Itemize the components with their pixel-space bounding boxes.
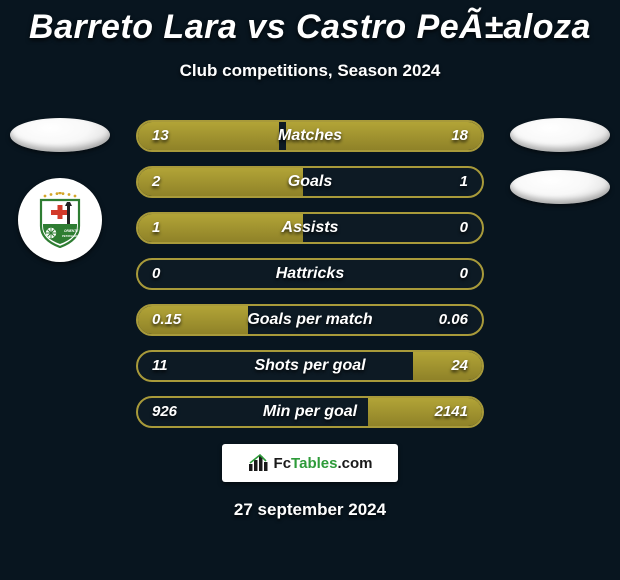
player-right-placeholder-2 bbox=[510, 170, 610, 204]
stat-value-left: 11 bbox=[152, 352, 168, 380]
stat-value-right: 1 bbox=[460, 168, 468, 196]
stat-row: 0.15 Goals per match 0.06 bbox=[136, 304, 484, 336]
fctables-link[interactable]: FcTables.com bbox=[222, 444, 398, 482]
stat-bar-right bbox=[413, 352, 482, 380]
stat-value-left: 1 bbox=[152, 214, 160, 242]
bars-icon bbox=[248, 454, 270, 472]
stat-value-right: 2141 bbox=[435, 398, 468, 426]
player-left-placeholder bbox=[10, 118, 110, 152]
stat-value-right: 18 bbox=[451, 122, 468, 150]
stat-row: 2 Goals 1 bbox=[136, 166, 484, 198]
stat-value-left: 0.15 bbox=[152, 306, 181, 334]
stat-label: Hattricks bbox=[138, 260, 482, 288]
svg-text:PETROLERO: PETROLERO bbox=[62, 234, 80, 238]
stats-table: 13 Matches 18 2 Goals 1 1 Assists 0 0 Ha… bbox=[136, 120, 484, 442]
stat-value-left: 2 bbox=[152, 168, 160, 196]
stat-row: 1 Assists 0 bbox=[136, 212, 484, 244]
club-badge: ORIENTE PETROLERO bbox=[18, 178, 102, 262]
stat-value-right: 24 bbox=[451, 352, 468, 380]
brand-tables: Tables bbox=[291, 455, 337, 472]
stat-value-left: 13 bbox=[152, 122, 169, 150]
date: 27 september 2024 bbox=[0, 500, 620, 520]
page-title: Barreto Lara vs Castro PeÃ±aloza bbox=[0, 0, 620, 47]
stat-value-right: 0 bbox=[460, 214, 468, 242]
stat-bar-left bbox=[138, 168, 303, 196]
subtitle: Club competitions, Season 2024 bbox=[0, 61, 620, 81]
stat-value-right: 0.06 bbox=[439, 306, 468, 334]
brand-com: .com bbox=[337, 455, 372, 472]
stat-row: 13 Matches 18 bbox=[136, 120, 484, 152]
stat-bar-left bbox=[138, 214, 303, 242]
svg-text:ORIENTE: ORIENTE bbox=[64, 229, 79, 233]
shield-icon: ORIENTE PETROLERO bbox=[37, 192, 83, 248]
stat-row: 0 Hattricks 0 bbox=[136, 258, 484, 290]
brand-text: FcTables.com bbox=[274, 455, 373, 472]
player-right-placeholder-1 bbox=[510, 118, 610, 152]
stat-row: 926 Min per goal 2141 bbox=[136, 396, 484, 428]
stat-row: 11 Shots per goal 24 bbox=[136, 350, 484, 382]
stat-value-right: 0 bbox=[460, 260, 468, 288]
brand-fc: Fc bbox=[274, 455, 292, 472]
stat-value-left: 926 bbox=[152, 398, 177, 426]
stat-value-left: 0 bbox=[152, 260, 160, 288]
